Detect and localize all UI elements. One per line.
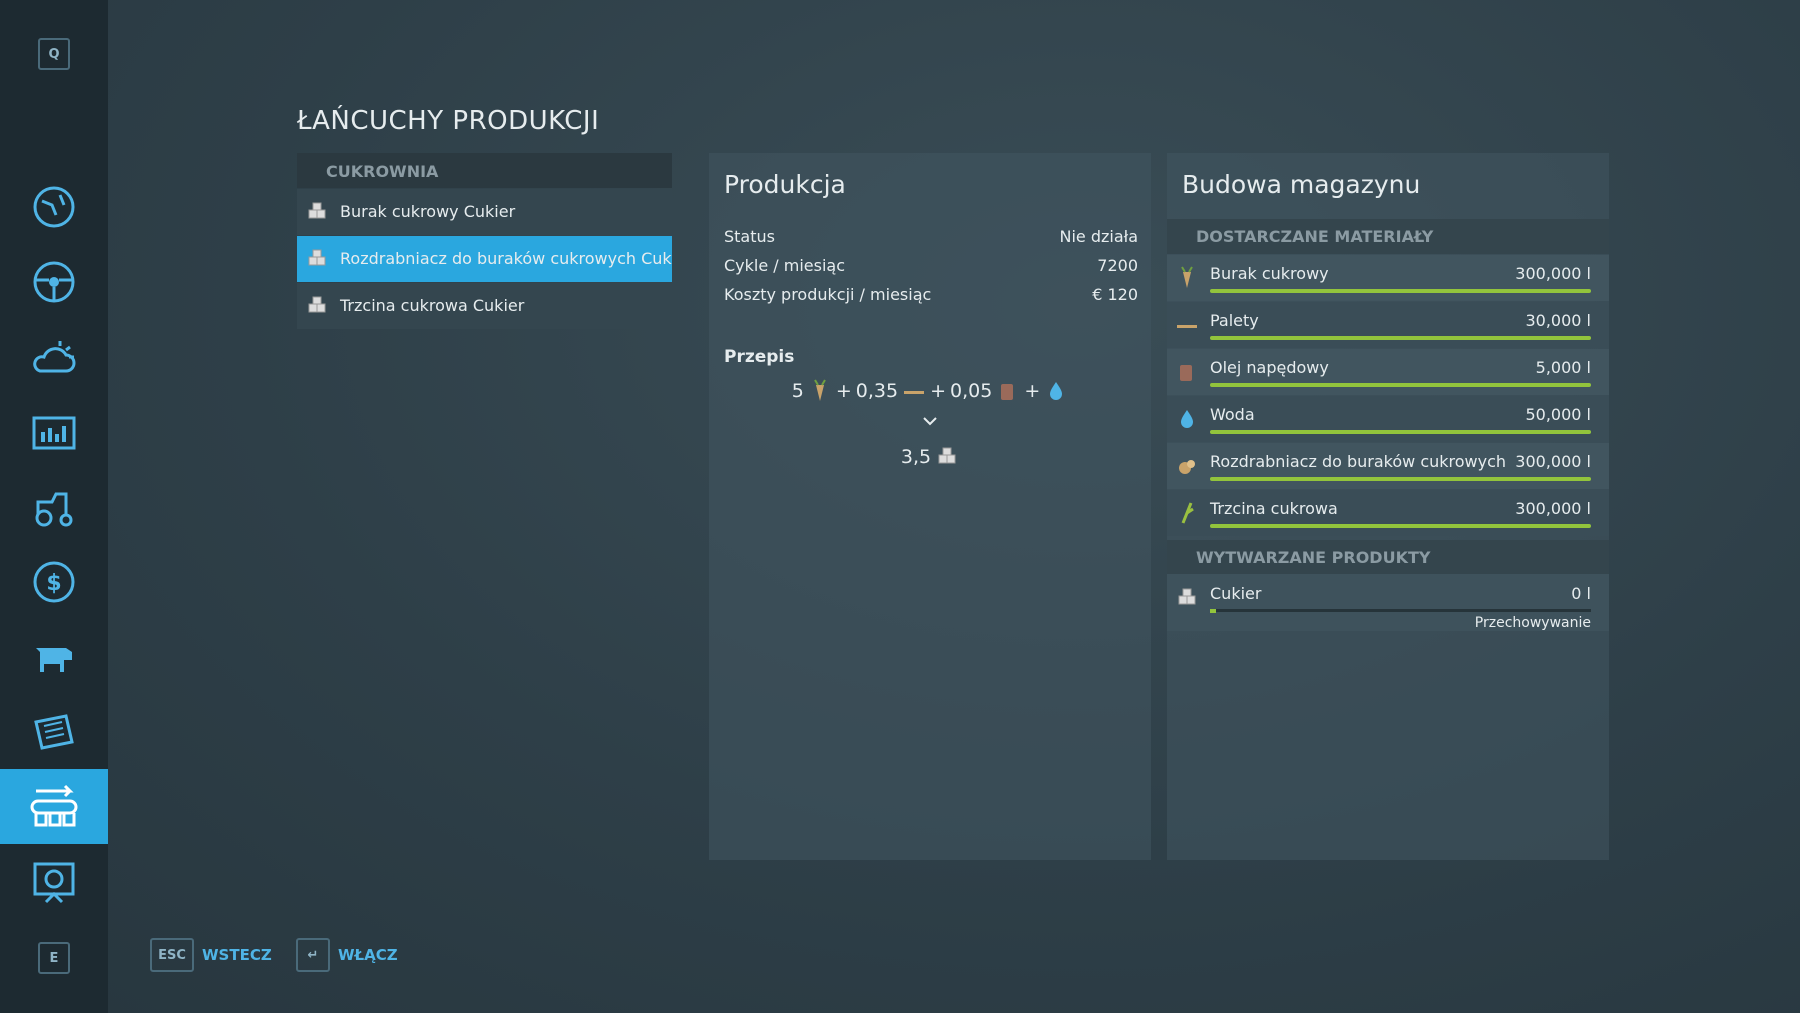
material-name: Woda <box>1210 405 1255 424</box>
chain-list: CUKROWNIA Burak cukrowy Cukier Rozdrabnia… <box>297 153 672 329</box>
button-label: WŁĄCZ <box>338 946 398 964</box>
production-panel: Produkcja Status Nie działa Cykle / miesią… <box>709 153 1151 860</box>
material-icon <box>1181 410 1193 428</box>
material-icon <box>1177 325 1197 328</box>
chain-item[interactable]: Burak cukrowy Cukier <box>297 189 672 235</box>
chain-item[interactable]: Trzcina cukrowa Cukier <box>297 283 672 329</box>
back-button[interactable]: ESC WSTECZ <box>150 938 272 972</box>
material-icon <box>1181 266 1193 288</box>
plus: + <box>930 380 946 402</box>
fill-bar <box>1210 524 1591 528</box>
material-row: Trzcina cukrowa 300,000 l <box>1167 490 1609 536</box>
stats-icon[interactable] <box>30 410 78 458</box>
sugar-icon <box>938 447 956 464</box>
product-row: Cukier 0 l Przechowywanie <box>1167 574 1609 631</box>
contracts-icon[interactable] <box>30 708 78 756</box>
fill-bar <box>1210 336 1591 340</box>
material-amount: 30,000 l <box>1525 311 1591 330</box>
beet-icon <box>813 379 826 401</box>
stat-value: € 120 <box>1092 285 1138 304</box>
tractor-icon[interactable] <box>30 484 78 532</box>
fill-track <box>1210 609 1591 613</box>
material-icon <box>1181 502 1194 524</box>
material-name: Palety <box>1210 311 1259 330</box>
recipe-title: Przepis <box>724 347 795 367</box>
active-tab[interactable] <box>0 769 108 844</box>
material-row: Palety 30,000 l <box>1167 302 1609 348</box>
recipe-inputs: 5 +0,35 +0,05 + <box>709 379 1151 403</box>
section-header: DOSTARCZANE MATERIAŁY <box>1167 219 1609 254</box>
animals-icon[interactable] <box>30 632 78 680</box>
amount: 0,35 <box>855 380 899 402</box>
amount: 5 <box>791 380 804 402</box>
stat-value: Nie działa <box>1059 227 1139 246</box>
sidebar: Q $ E <box>0 0 108 1013</box>
material-row: Woda 50,000 l <box>1167 396 1609 442</box>
fill-bar <box>1210 430 1591 434</box>
activate-button[interactable]: ↵ WŁĄCZ <box>296 938 398 972</box>
pallet-icon <box>904 391 925 394</box>
material-name: Rozdrabniacz do buraków cukrowych <box>1210 452 1507 471</box>
section-header: WYTWARZANE PRODUKTY <box>1167 540 1609 575</box>
arrow-down <box>923 417 937 426</box>
sugar-icon <box>308 296 326 313</box>
key-hint: ESC <box>150 938 194 972</box>
item-label: Burak cukrowy Cukier <box>340 202 516 221</box>
stat-label: Koszty produkcji / miesiąc <box>724 285 932 304</box>
recipe-output: 3,5 <box>709 445 1151 469</box>
panel-title: Budowa magazynu <box>1182 170 1421 199</box>
fill-bar <box>1210 383 1591 387</box>
item-label: Rozdrabniacz do buraków cukrowych Cukier <box>340 249 672 268</box>
stat-label: Cykle / miesiąc <box>724 256 846 275</box>
material-icon <box>1179 460 1195 474</box>
list-header: CUKROWNIA <box>297 153 672 188</box>
material-row: Burak cukrowy 300,000 l <box>1167 255 1609 301</box>
water-icon <box>1050 382 1063 400</box>
material-amount: 5,000 l <box>1535 358 1591 377</box>
product-name: Cukier <box>1210 584 1262 603</box>
material-name: Burak cukrowy <box>1210 264 1329 283</box>
material-row: Rozdrabniacz do buraków cukrowych 300,00… <box>1167 443 1609 489</box>
product-amount: 0 l <box>1571 584 1591 603</box>
button-label: WSTECZ <box>202 946 272 964</box>
weather-icon[interactable] <box>30 333 78 381</box>
page-title: ŁAŃCUCHY PRODUKCJI <box>297 106 600 136</box>
finance-icon[interactable]: $ <box>30 558 78 606</box>
fill-bar <box>1210 477 1591 481</box>
fill-bar <box>1210 289 1591 293</box>
sugar-icon <box>308 202 326 219</box>
svg-text:$: $ <box>46 571 61 596</box>
help-icon[interactable] <box>30 858 78 906</box>
material-amount: 300,000 l <box>1515 264 1591 283</box>
key-hint: Q <box>38 38 70 70</box>
map-icon[interactable] <box>30 183 78 231</box>
material-name: Trzcina cukrowa <box>1210 499 1338 518</box>
material-amount: 300,000 l <box>1515 452 1591 471</box>
material-amount: 300,000 l <box>1515 499 1591 518</box>
product-note: Przechowywanie <box>1474 615 1591 631</box>
sugar-icon <box>1178 588 1196 605</box>
amount: 3,5 <box>900 446 932 468</box>
amount: 0,05 <box>950 380 993 402</box>
key-hint: ↵ <box>296 938 330 972</box>
diesel-icon <box>1001 384 1014 400</box>
panel-title: Produkcja <box>724 170 846 199</box>
fill-bar <box>1210 609 1216 613</box>
material-icon <box>1180 365 1192 381</box>
plus: + <box>1024 380 1041 402</box>
production-icon <box>30 784 78 827</box>
key-hint: E <box>38 942 70 974</box>
storage-panel: Budowa magazynu DOSTARCZANE MATERIAŁY Bu… <box>1167 153 1609 860</box>
chain-item[interactable]: Rozdrabniacz do buraków cukrowych Cukier <box>297 236 672 282</box>
material-amount: 50,000 l <box>1525 405 1591 424</box>
plus: + <box>835 380 852 402</box>
sugar-icon <box>308 249 326 266</box>
material-name: Olej napędowy <box>1210 358 1329 377</box>
material-row: Olej napędowy 5,000 l <box>1167 349 1609 395</box>
vehicle-icon[interactable] <box>30 258 78 306</box>
stat-label: Status <box>724 227 775 246</box>
stat-value: 7200 <box>1097 256 1138 275</box>
item-label: Trzcina cukrowa Cukier <box>340 296 525 315</box>
